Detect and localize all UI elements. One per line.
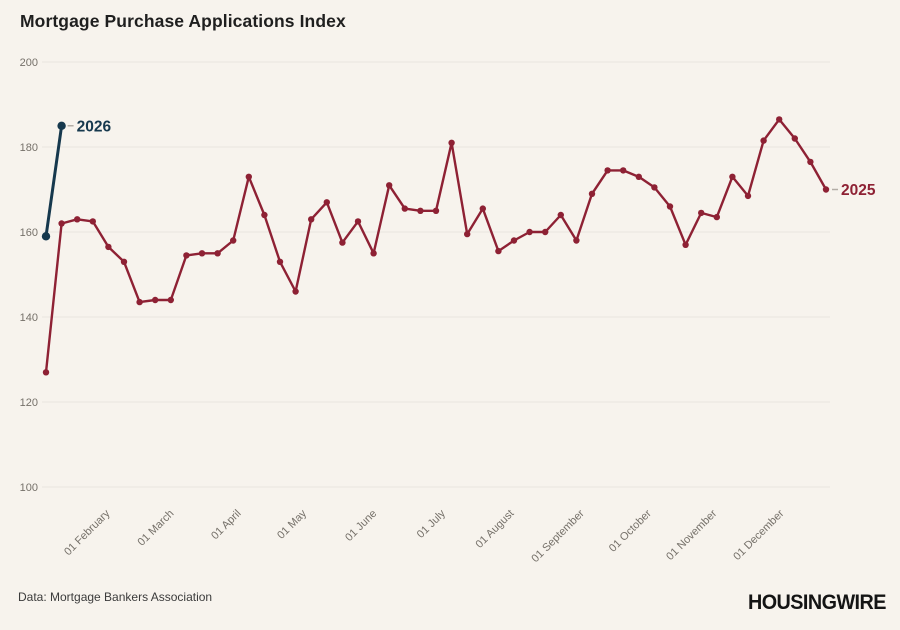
x-axis-tick-label: 01 November bbox=[664, 507, 719, 562]
data-source-note: Data: Mortgage Bankers Association bbox=[18, 590, 213, 604]
series-2025-point bbox=[183, 252, 190, 259]
series-2025-point bbox=[401, 205, 408, 212]
series-2025-point bbox=[479, 205, 486, 212]
series-2025-point bbox=[261, 211, 268, 219]
series-2025-point bbox=[682, 241, 689, 248]
series-2025-point bbox=[152, 296, 159, 304]
y-axis-tick-label: 100 bbox=[20, 482, 38, 494]
x-axis-tick-label: 01 August bbox=[473, 508, 516, 551]
x-axis-tick-label: 01 July bbox=[415, 507, 448, 540]
x-axis-tick-label: 01 March bbox=[136, 508, 177, 549]
series-2025-point bbox=[230, 237, 237, 244]
housingwire-logo: HOUSINGWIRE bbox=[748, 590, 886, 614]
y-axis-tick-label: 160 bbox=[20, 227, 38, 239]
series-2025-point bbox=[214, 250, 221, 257]
series-2025-point bbox=[276, 258, 284, 265]
series-2025-point bbox=[42, 369, 50, 376]
series-2025-point bbox=[604, 167, 611, 174]
series-2025-point bbox=[651, 184, 658, 191]
series-2025-point bbox=[417, 207, 424, 214]
series-2025-point bbox=[807, 158, 814, 166]
series-2025-point bbox=[713, 213, 720, 221]
series-2025-point bbox=[136, 298, 143, 306]
series-2025-point bbox=[729, 173, 736, 180]
series-2025-point bbox=[323, 199, 330, 206]
series-2025-point bbox=[58, 220, 65, 227]
series-label-2025: 2025 bbox=[841, 182, 876, 199]
y-axis-tick-label: 140 bbox=[20, 312, 38, 324]
series-2025-point bbox=[245, 173, 252, 180]
x-axis-tick-label: 01 February bbox=[62, 507, 113, 558]
series-2025-point bbox=[666, 203, 674, 210]
series-2025-point bbox=[557, 211, 564, 219]
series-2025-point bbox=[776, 116, 783, 123]
series-2025-point bbox=[89, 218, 97, 225]
series-2025-point bbox=[542, 228, 549, 236]
y-axis-tick-label: 200 bbox=[20, 57, 38, 69]
series-2025-point bbox=[448, 139, 455, 146]
series-2025-point bbox=[354, 218, 362, 225]
x-axis-tick-label: 01 May bbox=[275, 507, 309, 541]
series-2025-point bbox=[464, 230, 471, 238]
series-label-2026: 2026 bbox=[77, 118, 112, 135]
series-2026-point bbox=[41, 232, 51, 241]
series-2025-point bbox=[495, 247, 502, 255]
series-2025-point bbox=[588, 190, 596, 197]
series-2025-point bbox=[791, 135, 798, 142]
y-axis-tick-label: 120 bbox=[20, 397, 38, 409]
series-2025-point bbox=[105, 243, 112, 251]
series-2025-point bbox=[292, 288, 299, 295]
series-2026-point bbox=[57, 121, 66, 130]
x-axis-tick-label: 01 June bbox=[343, 508, 379, 544]
series-2025-point bbox=[635, 173, 642, 180]
series-2025-point bbox=[167, 296, 174, 304]
series-2025-point bbox=[432, 207, 440, 214]
y-axis-tick-label: 180 bbox=[20, 142, 38, 154]
series-2025-point bbox=[526, 228, 533, 236]
series-2025-point bbox=[698, 209, 705, 217]
series-2025-point bbox=[573, 237, 580, 244]
series-2025-point bbox=[510, 237, 518, 244]
x-axis-tick-label: 01 October bbox=[607, 507, 654, 554]
series-2026-line bbox=[44, 124, 64, 238]
series-2025-point bbox=[386, 182, 393, 189]
series-2025-point bbox=[198, 250, 206, 257]
series-2025-point bbox=[74, 216, 81, 223]
series-2025-line bbox=[44, 118, 828, 374]
series-2025-point bbox=[339, 239, 346, 246]
series-2025-point bbox=[760, 137, 767, 144]
series-2025-point bbox=[120, 258, 128, 265]
series-2025-point bbox=[822, 186, 830, 193]
series-2025-point bbox=[620, 167, 627, 174]
x-axis-tick-label: 01 December bbox=[731, 507, 786, 562]
series-2025-point bbox=[370, 250, 377, 257]
series-2025-point bbox=[744, 192, 752, 200]
x-axis-tick-label: 01 April bbox=[209, 508, 243, 542]
chart-title: Mortgage Purchase Applications Index bbox=[20, 11, 346, 31]
series-2025-point bbox=[308, 216, 315, 223]
x-axis-tick-label: 01 September bbox=[529, 507, 587, 565]
